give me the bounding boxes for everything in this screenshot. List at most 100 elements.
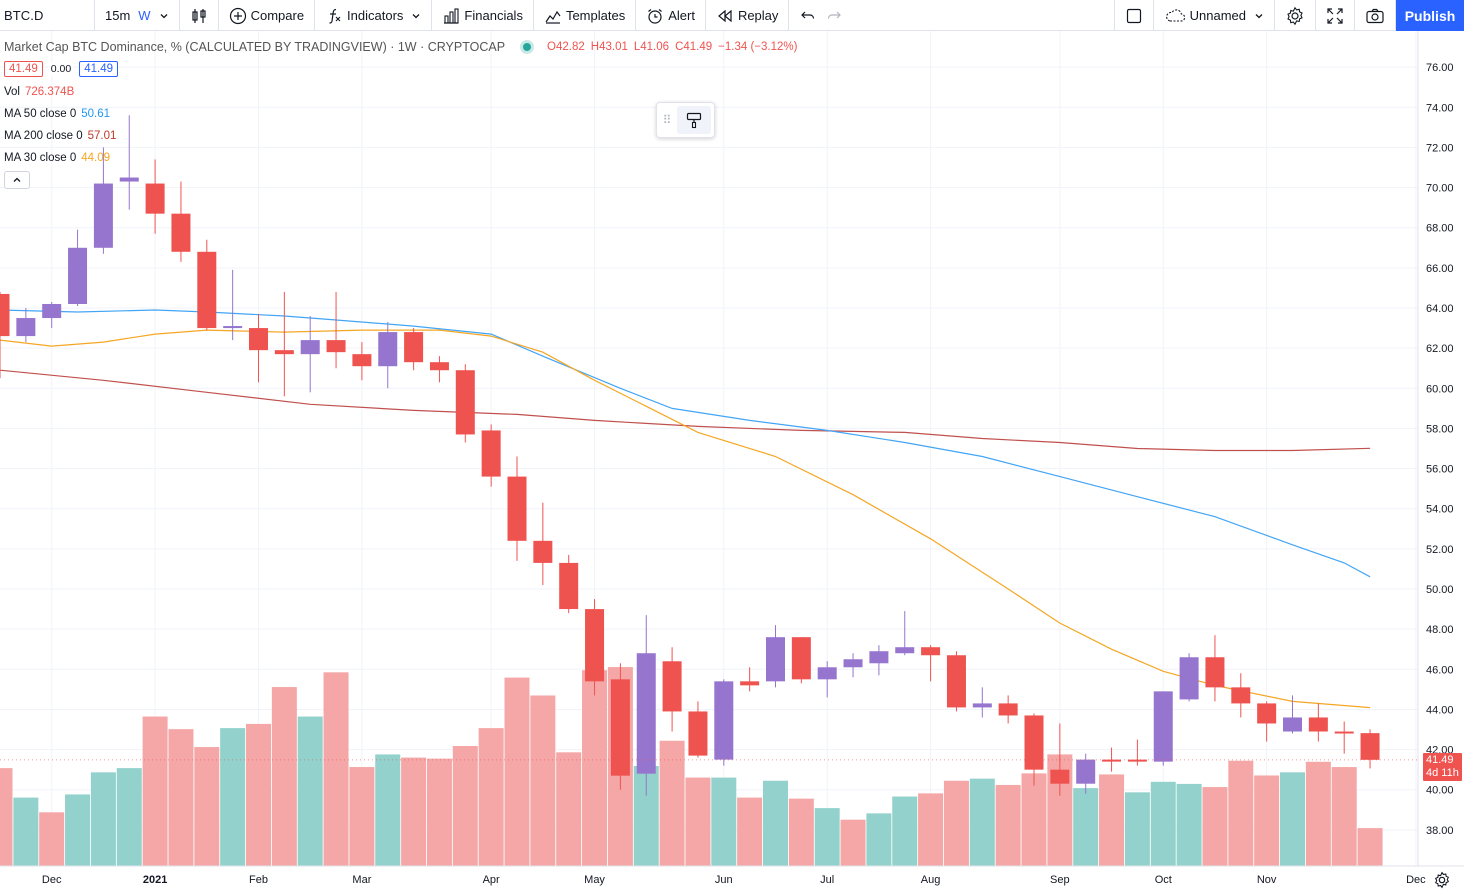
- candle-body: [688, 711, 708, 756]
- candle-body: [1283, 717, 1302, 732]
- candle-body: [1205, 657, 1225, 688]
- volume-bar: [13, 797, 39, 866]
- interval-weekly-button[interactable]: W: [134, 0, 154, 31]
- settings-button[interactable]: [1281, 0, 1309, 31]
- volume-bar: [892, 796, 918, 866]
- time-tick-label: Mar: [352, 874, 371, 886]
- volume-bar: [1073, 788, 1099, 866]
- study-volume-label: Vol: [4, 86, 20, 98]
- replay-section: Replay: [706, 0, 790, 31]
- study-ma50-label: MA 50 close 0: [4, 108, 77, 120]
- templates-button[interactable]: Templates: [540, 0, 629, 31]
- study-ma30-value: 44.09: [81, 152, 111, 164]
- time-axis[interactable]: Dec 2021 Feb Mar Apr May Jun Jul Aug Sep Oct Nov Dec: [0, 865, 1464, 886]
- price-chart[interactable]: 38.0040.0042.0044.0046.0048.0050.0052.00…: [0, 31, 1464, 895]
- alert-button[interactable]: Alert: [642, 0, 699, 31]
- select-layout-button[interactable]: [1121, 0, 1147, 31]
- symbol-search[interactable]: BTC.D: [0, 0, 95, 31]
- toolbar-right: Unnamed Publish: [1113, 0, 1464, 31]
- time-tick-label: Oct: [1155, 874, 1172, 886]
- candle: [429, 356, 449, 383]
- candle-body: [300, 340, 320, 355]
- candle: [972, 687, 992, 718]
- layout-dropdown-button[interactable]: [1250, 0, 1268, 31]
- price-tick-label: 54.00: [1426, 504, 1454, 516]
- study-ma200[interactable]: MA 200 close 0 57.01: [4, 125, 797, 147]
- axis-settings-button[interactable]: [1433, 871, 1451, 894]
- series-title[interactable]: Market Cap BTC Dominance, % (CALCULATED …: [4, 40, 506, 54]
- chart-type-section: [180, 0, 219, 31]
- publish-button[interactable]: Publish: [1396, 0, 1464, 31]
- financials-button[interactable]: Financials: [438, 0, 527, 31]
- candle-body: [998, 703, 1018, 716]
- buy-button[interactable]: 41.49: [79, 61, 118, 77]
- candle: [300, 316, 320, 393]
- candle: [1257, 701, 1277, 742]
- indicators-button[interactable]: Indicators: [321, 0, 407, 31]
- legend-collapse-button[interactable]: [4, 171, 30, 189]
- ohlc-open: O42.82: [547, 41, 585, 53]
- candle-body: [223, 326, 243, 329]
- candle: [68, 229, 88, 306]
- price-axis[interactable]: 38.0040.0042.0044.0046.0048.0050.0052.00…: [1417, 31, 1454, 866]
- study-ma50[interactable]: MA 50 close 0 50.61: [4, 103, 797, 125]
- indicators-label: Indicators: [347, 8, 404, 23]
- volume-bar: [504, 677, 530, 866]
- candle-body: [610, 679, 630, 776]
- study-volume[interactable]: Vol 726.374B: [4, 81, 797, 103]
- candle: [585, 599, 605, 696]
- candle-body: [481, 430, 501, 477]
- undo-button[interactable]: [795, 0, 821, 31]
- snapshot-button[interactable]: [1361, 0, 1389, 31]
- sell-button[interactable]: 41.49: [4, 61, 43, 77]
- cloud-icon: [1165, 8, 1185, 22]
- ohlc-change: −1.34 (−3.12%): [718, 41, 798, 53]
- interval-15m-button[interactable]: 15m: [101, 0, 134, 31]
- layout-name-button[interactable]: Unnamed: [1160, 0, 1250, 31]
- replay-button[interactable]: Replay: [712, 0, 782, 31]
- volume-bar: [1150, 781, 1176, 866]
- redo-icon: [828, 11, 842, 19]
- candle-body: [1050, 769, 1070, 784]
- time-tick-label: Sep: [1050, 874, 1070, 886]
- candle-body: [559, 562, 579, 610]
- fullscreen-button[interactable]: [1322, 0, 1348, 31]
- candle: [1076, 753, 1096, 794]
- candle: [1102, 747, 1122, 772]
- function-icon: [329, 8, 341, 24]
- candle-body: [946, 655, 966, 708]
- volume-bar: [556, 752, 582, 866]
- volume-bar: [375, 754, 401, 866]
- candle: [740, 667, 760, 692]
- drag-handle-icon[interactable]: ⠿: [662, 113, 672, 127]
- chart-type-button[interactable]: [186, 0, 212, 31]
- undo-icon: [801, 11, 815, 19]
- chart-legend: Market Cap BTC Dominance, % (CALCULATED …: [4, 38, 797, 189]
- volume-bar: [1021, 773, 1047, 866]
- brush-button[interactable]: [677, 106, 711, 134]
- candle-body: [507, 476, 527, 541]
- redo-button[interactable]: [821, 0, 847, 31]
- ohlc-high: H43.01: [590, 41, 628, 53]
- candle-body: [145, 183, 165, 214]
- candle-body: [1257, 703, 1277, 724]
- spread-value: 0.00: [48, 62, 74, 76]
- candle-body: [740, 681, 760, 686]
- time-tick-label: Nov: [1257, 874, 1277, 886]
- volume-bar: [452, 746, 478, 866]
- candle: [1127, 739, 1147, 766]
- time-tick-label: May: [584, 874, 605, 886]
- symbol-name[interactable]: BTC.D: [4, 8, 44, 23]
- volume-bar: [39, 812, 65, 866]
- templates-section: Templates: [534, 0, 637, 31]
- volume-bar: [737, 797, 763, 866]
- settings-section: [1275, 0, 1316, 31]
- indicators-dropdown-button[interactable]: [407, 0, 425, 31]
- interval-dropdown-button[interactable]: [155, 0, 173, 31]
- financials-label: Financials: [464, 8, 523, 23]
- study-ma30[interactable]: MA 30 close 0 44.09: [4, 147, 797, 169]
- compare-button[interactable]: Compare: [225, 0, 308, 31]
- price-tick-label: 46.00: [1426, 664, 1454, 676]
- volume-bar: [220, 728, 246, 866]
- candle-body: [171, 213, 191, 252]
